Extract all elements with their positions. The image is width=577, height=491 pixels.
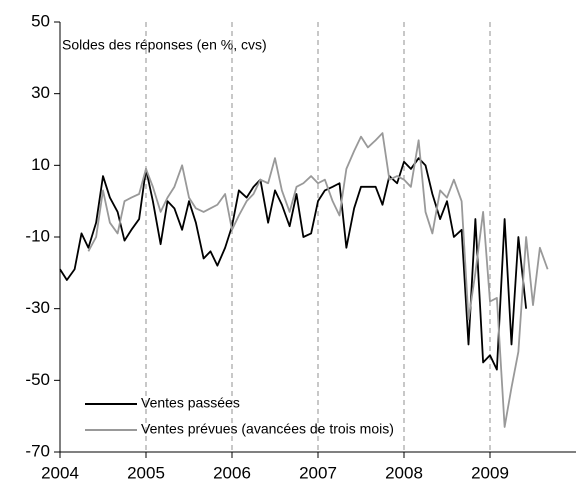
- y-tick-label: -50: [25, 370, 50, 389]
- line-series: [87, 132, 549, 428]
- legend-label: Ventes passées: [141, 395, 240, 411]
- y-tick-label: 50: [31, 11, 50, 30]
- x-tick-label: 2004: [41, 463, 79, 482]
- y-tick-label: -10: [25, 226, 50, 245]
- x-tick-label: 2005: [127, 463, 165, 482]
- x-tick-label: 2009: [471, 463, 509, 482]
- y-tick-label: 30: [31, 83, 50, 102]
- x-tick-label: 2006: [213, 463, 251, 482]
- y-tick-label: -70: [25, 441, 50, 460]
- y-tick-label: 10: [31, 155, 50, 174]
- line-series: [59, 157, 528, 371]
- x-tick-label: 2007: [299, 463, 337, 482]
- y-tick-label: -30: [25, 298, 50, 317]
- x-tick-label: 2008: [385, 463, 423, 482]
- legend-label: Ventes prévues (avancées de trois mois): [141, 421, 394, 437]
- annotation: Soldes des réponses (en %, cvs): [62, 37, 267, 53]
